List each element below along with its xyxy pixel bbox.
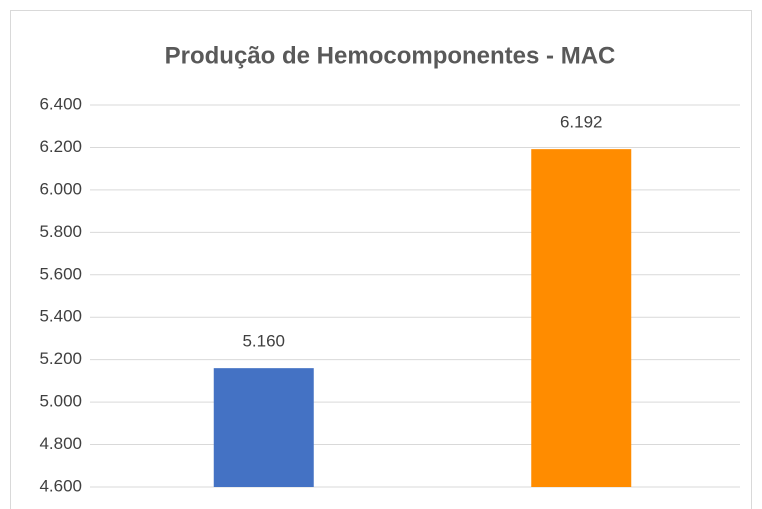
value-label: 5.160 bbox=[242, 332, 285, 351]
y-tick-label: 6.400 bbox=[39, 94, 82, 113]
y-tick-label: 6.200 bbox=[39, 137, 82, 156]
y-tick-label: 5.200 bbox=[39, 349, 82, 368]
bar bbox=[213, 368, 314, 487]
y-tick-label: 4.800 bbox=[39, 434, 82, 453]
y-tick-label: 5.000 bbox=[39, 392, 82, 411]
y-tick-label: 6.000 bbox=[39, 179, 82, 198]
y-tick-label: 5.600 bbox=[39, 264, 82, 283]
bar bbox=[531, 149, 632, 488]
y-tick-label: 5.800 bbox=[39, 222, 82, 241]
value-label: 6.192 bbox=[560, 113, 603, 132]
chart-frame bbox=[10, 10, 752, 509]
y-tick-label: 4.600 bbox=[39, 476, 82, 495]
y-tick-label: 5.400 bbox=[39, 307, 82, 326]
chart-title: Produção de Hemocomponentes - MAC bbox=[165, 42, 616, 69]
